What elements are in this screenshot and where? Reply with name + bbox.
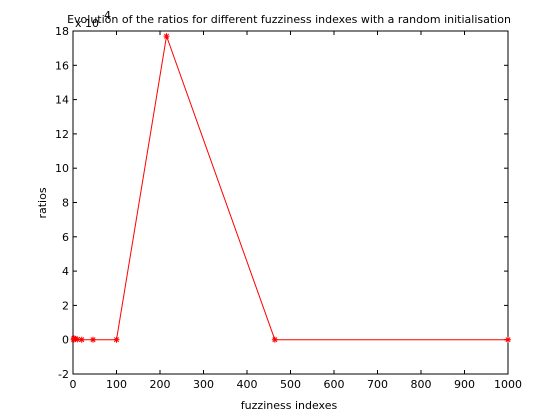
y-tick-label: 14: [55, 94, 69, 107]
data-point-marker: [163, 33, 170, 40]
x-axis-ticks: 0 100 200 300 400 500 600 700 800 900 1000: [70, 31, 522, 391]
y-tick-label: 8: [62, 197, 69, 210]
data-point-marker: [113, 336, 120, 343]
chart-title: Evolution of the ratios for different fu…: [67, 13, 511, 26]
x-tick-label: 800: [411, 378, 432, 391]
data-point-marker: [78, 336, 85, 343]
x-tick-label: 400: [237, 378, 258, 391]
y-axis-multiplier: x 10: [75, 17, 99, 30]
x-tick-label: 600: [324, 378, 345, 391]
y-tick-label: -2: [58, 368, 69, 381]
series-layer: [70, 33, 511, 343]
x-tick-label: 1000: [494, 378, 522, 391]
x-tick-label: 0: [70, 378, 77, 391]
y-axis-ticks: -2 0 2 4 6 8 10 12 14 16 18: [55, 25, 508, 381]
x-tick-label: 500: [280, 378, 301, 391]
y-tick-label: 16: [55, 59, 69, 72]
y-tick-label: 6: [62, 231, 69, 244]
x-tick-label: 300: [193, 378, 214, 391]
data-point-marker: [74, 336, 81, 343]
data-point-marker: [271, 336, 278, 343]
y-tick-label: 2: [62, 299, 69, 312]
y-axis-multiplier-exponent: 4: [104, 9, 111, 22]
y-tick-label: 4: [62, 265, 69, 278]
x-tick-label: 900: [454, 378, 475, 391]
y-axis-label: ratios: [36, 187, 49, 218]
data-point-marker: [90, 336, 97, 343]
x-tick-label: 200: [150, 378, 171, 391]
plot-area: [72, 30, 509, 375]
y-tick-label: 10: [55, 162, 69, 175]
y-tick-label: 0: [62, 334, 69, 347]
y-tick-label: 18: [55, 25, 69, 38]
data-point-marker: [505, 336, 511, 343]
x-tick-label: 100: [106, 378, 127, 391]
y-tick-label: 12: [55, 128, 69, 141]
x-tick-label: 700: [367, 378, 388, 391]
x-axis-label: fuzziness indexes: [241, 399, 338, 412]
